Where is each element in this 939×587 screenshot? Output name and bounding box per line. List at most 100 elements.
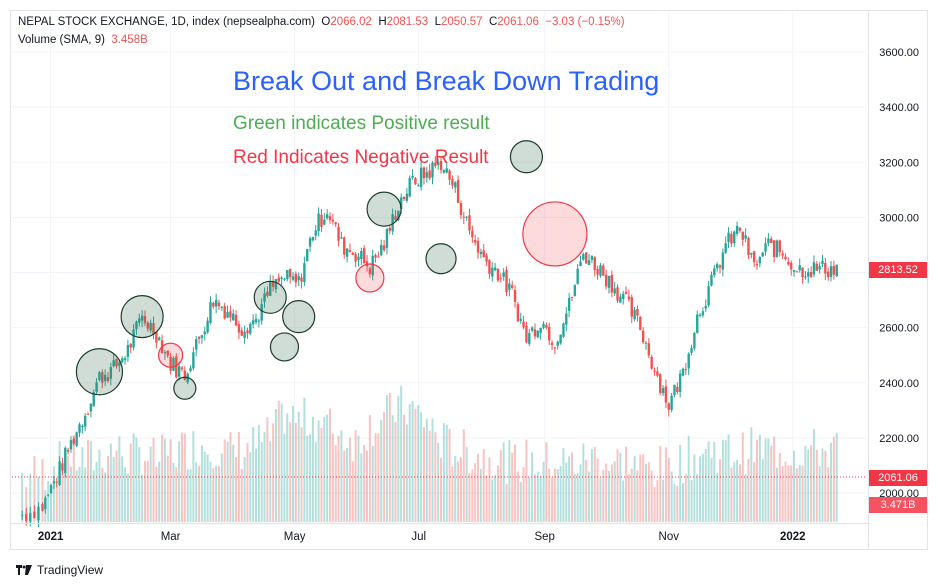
volume-bar <box>266 417 269 522</box>
volume-bar <box>400 385 403 522</box>
negative-marker[interactable] <box>158 342 184 368</box>
volume-bar <box>613 461 616 522</box>
candle-body <box>388 227 391 231</box>
volume-bar <box>818 466 821 522</box>
candle-body <box>454 182 457 188</box>
candle-body <box>274 279 278 290</box>
volume-bar <box>824 450 827 522</box>
positive-marker[interactable] <box>282 300 316 334</box>
candle-body <box>112 360 115 367</box>
volume-bar <box>391 415 394 522</box>
candle-body <box>243 332 246 338</box>
candle-body <box>550 342 554 346</box>
candle-body <box>787 261 790 265</box>
volume-bar <box>687 435 690 522</box>
volume-bar <box>183 433 186 522</box>
positive-marker[interactable] <box>366 191 402 227</box>
tradingview-logo[interactable]: TradingView <box>16 563 103 577</box>
volume-bar <box>528 477 531 522</box>
candle-body <box>428 170 431 179</box>
volume-bar <box>764 438 767 522</box>
candle-body <box>337 226 340 241</box>
candle-body <box>633 309 636 320</box>
annotation-red-note[interactable]: Red Indicates Negative Result <box>233 147 489 168</box>
volume-bar <box>622 480 625 522</box>
candle-body <box>283 279 286 281</box>
annotation-green-note[interactable]: Green indicates Positive result <box>233 113 490 134</box>
volume-bar <box>656 480 659 522</box>
candle-body <box>511 285 514 288</box>
y-tick-label: 2400.00 <box>879 378 919 390</box>
volume-bar <box>565 462 568 522</box>
annotation-title[interactable]: Break Out and Break Down Trading <box>233 66 660 96</box>
positive-marker[interactable] <box>173 376 197 400</box>
volume-bar <box>778 452 781 522</box>
volume-bar <box>570 452 573 522</box>
candle-body <box>807 272 810 277</box>
negative-marker[interactable] <box>522 201 588 267</box>
candle-body <box>180 367 184 370</box>
candle-body <box>522 321 525 328</box>
volume-bar <box>422 427 425 522</box>
volume-bar <box>72 434 75 522</box>
candle-body <box>357 256 360 260</box>
candle-body <box>214 299 218 307</box>
candle-body <box>297 276 300 281</box>
positive-marker[interactable] <box>120 295 164 339</box>
candle-body <box>391 214 394 232</box>
volume-bar <box>596 458 599 522</box>
positive-marker[interactable] <box>509 140 544 174</box>
candle-body <box>798 265 801 271</box>
candle-body <box>462 216 466 218</box>
volume-bar <box>440 457 443 522</box>
candle-body <box>727 232 730 243</box>
candle-body <box>331 219 335 222</box>
volume-bar <box>627 474 630 522</box>
volume-bar <box>115 450 118 522</box>
candle-body <box>394 216 397 220</box>
negative-marker[interactable] <box>355 263 385 293</box>
volume-bar <box>180 432 183 522</box>
volume-bar <box>593 446 596 522</box>
positive-marker[interactable] <box>253 280 287 314</box>
volume-bar <box>289 422 292 522</box>
candle-body <box>226 312 229 318</box>
volume-bar <box>41 458 44 522</box>
candle-body <box>616 287 619 301</box>
volume-bar <box>650 470 653 522</box>
volume-bar <box>599 478 602 522</box>
candle-body <box>149 322 152 331</box>
volume-bar <box>491 479 494 522</box>
volume-bar <box>756 439 759 522</box>
candle-body <box>195 339 198 350</box>
volume-bar <box>337 435 340 522</box>
candle-body <box>234 314 238 326</box>
volume-bar <box>89 441 92 522</box>
volume-bar <box>827 467 830 522</box>
volume-bar <box>431 418 434 522</box>
candle-body <box>502 272 505 277</box>
candle-body <box>402 196 406 200</box>
positive-marker[interactable] <box>425 243 457 275</box>
candle-body <box>553 347 557 349</box>
positive-marker[interactable] <box>75 348 124 396</box>
symbol-label[interactable]: NEPAL STOCK EXCHANGE, 1D, index (nepseal… <box>18 16 315 28</box>
candle-body <box>684 369 688 371</box>
candle-body <box>610 274 614 293</box>
volume-label[interactable]: Volume (SMA, 9) <box>18 34 105 46</box>
volume-bar <box>676 486 679 522</box>
volume-bar <box>69 466 72 522</box>
volume-bar <box>300 427 303 522</box>
candle-body <box>323 219 326 225</box>
candle-body <box>44 497 47 510</box>
volume-bar <box>112 456 115 522</box>
candle-body <box>422 167 426 179</box>
positive-marker[interactable] <box>269 332 300 362</box>
candle-body <box>499 277 503 279</box>
volume-bar <box>64 474 67 522</box>
candle-body <box>277 277 280 282</box>
volume-bar <box>380 419 383 522</box>
candle-body <box>696 314 699 333</box>
volume-bar <box>451 466 454 522</box>
